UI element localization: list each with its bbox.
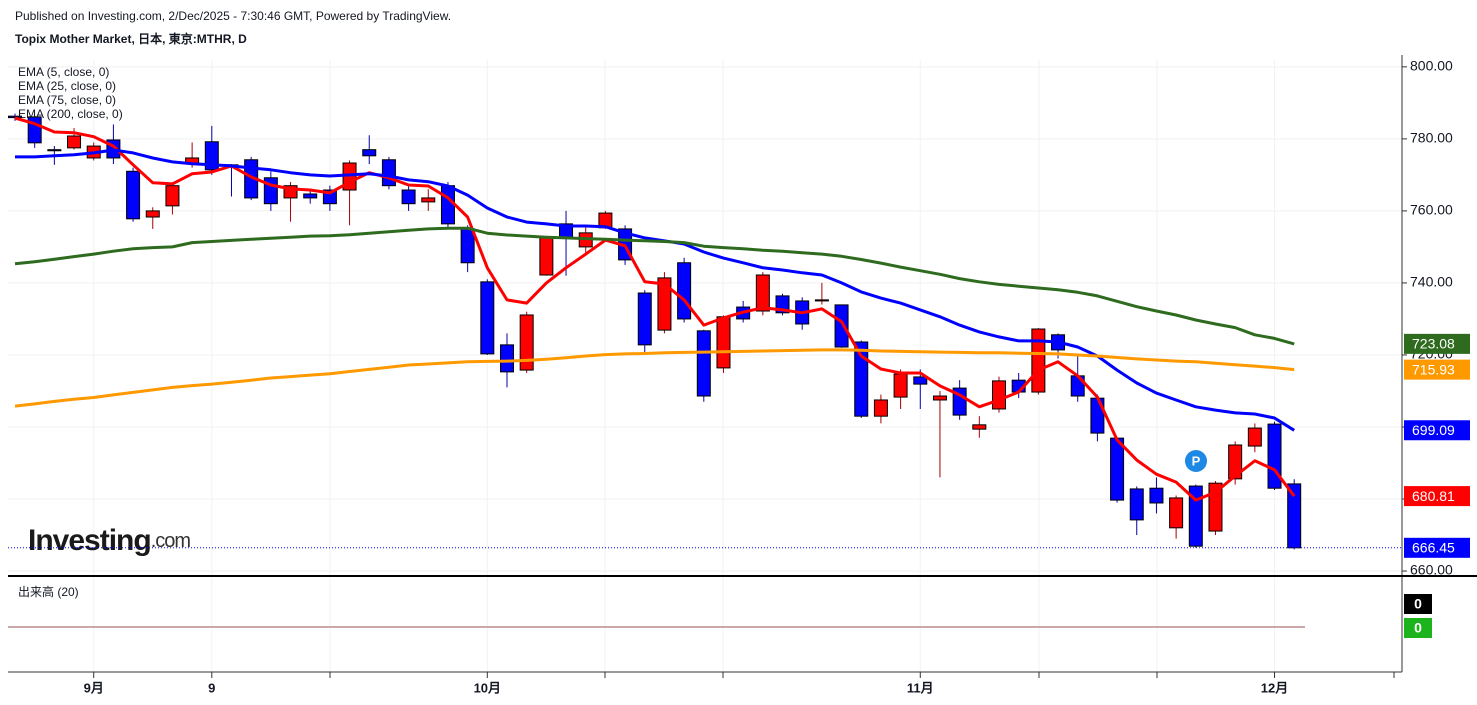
candle-body (165, 185, 180, 207)
volume-value-box (1404, 618, 1432, 638)
volume-value-box (1404, 594, 1432, 614)
last-price-label-box (1404, 537, 1470, 558)
ema-line (15, 148, 1295, 432)
candle-body (204, 141, 219, 171)
volume-value: 0 (1414, 620, 1422, 636)
candle-body (1247, 427, 1262, 447)
x-tick-label: 12月 (1261, 680, 1288, 695)
y-tick-label: 800.00 (1410, 58, 1453, 74)
event-marker-icon: P (1192, 453, 1201, 468)
header: Published on Investing.com, 2/Dec/2025 -… (15, 9, 451, 23)
candle-body (1287, 483, 1302, 549)
candle-body (696, 330, 711, 397)
last-price-label: 666.45 (1412, 540, 1455, 556)
candle-body (913, 376, 928, 385)
candle-body (519, 314, 534, 371)
x-tick-label: 9 (208, 680, 215, 695)
last-value-label-box (1404, 359, 1470, 380)
last-value-label: 723.08 (1412, 336, 1455, 352)
candle-body (145, 210, 160, 218)
volume-title: 出来高 (20) (18, 584, 79, 599)
candle-body (460, 228, 475, 264)
last-value-label-box (1404, 333, 1470, 354)
candle-body (47, 149, 62, 152)
candle-body (657, 277, 672, 331)
candle-body (480, 281, 495, 355)
candle-body (421, 197, 436, 203)
ema-line (14, 226, 1295, 346)
y-tick-label: 760.00 (1410, 202, 1453, 218)
candle-body (1031, 328, 1046, 393)
candle-body (1110, 437, 1125, 501)
last-value-label: 715.93 (1412, 361, 1455, 377)
candle-body (1208, 482, 1223, 532)
legend-entry: EMA (5, close, 0) (18, 65, 109, 79)
candle-body (381, 159, 396, 187)
grid (8, 60, 1402, 672)
candle-body (677, 262, 692, 320)
event-marker[interactable] (1185, 450, 1207, 472)
candle-body (814, 299, 829, 302)
candle-body (1149, 487, 1164, 504)
candle-body (755, 274, 770, 312)
candle-body (500, 344, 514, 373)
last-value-label: 680.81 (1412, 488, 1455, 504)
chart-title: Topix Mother Market, 日本, 東京:MTHR, D (15, 31, 247, 46)
candle-body (362, 149, 377, 157)
ema-line (14, 116, 1296, 502)
candle-body (401, 189, 416, 205)
last-value-label: 699.09 (1412, 422, 1455, 438)
candle-body (1169, 497, 1184, 529)
volume-value: 0 (1414, 596, 1422, 612)
candle-body (539, 237, 554, 276)
candle-body (303, 193, 318, 199)
candle-body (440, 185, 455, 225)
y-tick-label: 740.00 (1410, 274, 1453, 290)
candle-body (992, 380, 1006, 410)
y-tick-label: 780.00 (1410, 130, 1453, 146)
candle-body (893, 373, 908, 398)
candle-body (8, 115, 22, 119)
candle-body (1129, 488, 1144, 521)
y-tick-label: 660.00 (1410, 562, 1453, 578)
candle-body (1228, 444, 1243, 480)
watermark: Investing.com (28, 524, 190, 557)
x-tick-label: 10月 (474, 680, 501, 695)
ema-line (14, 348, 1295, 408)
candle-body (1188, 485, 1203, 547)
x-tick-label: 9月 (84, 680, 104, 695)
candle-body (67, 135, 82, 149)
legend-entry: EMA (200, close, 0) (18, 107, 123, 121)
candle-body (873, 399, 888, 417)
candle-body (1267, 423, 1282, 489)
candle-body (637, 292, 652, 346)
x-tick-label: 11月 (907, 680, 934, 695)
last-value-label-box (1404, 486, 1470, 507)
last-value-label-box (1404, 420, 1470, 441)
legend-entry: EMA (25, close, 0) (18, 79, 116, 93)
candle-body (716, 316, 731, 369)
candle-body (972, 424, 987, 430)
candle-body (834, 304, 849, 348)
candle-body (126, 170, 141, 220)
candle-body (854, 341, 869, 417)
legend-entry: EMA (75, close, 0) (18, 93, 116, 107)
logo-main: Investing (28, 524, 151, 557)
candle-body (932, 395, 947, 401)
logo-suffix: .com (151, 530, 191, 552)
